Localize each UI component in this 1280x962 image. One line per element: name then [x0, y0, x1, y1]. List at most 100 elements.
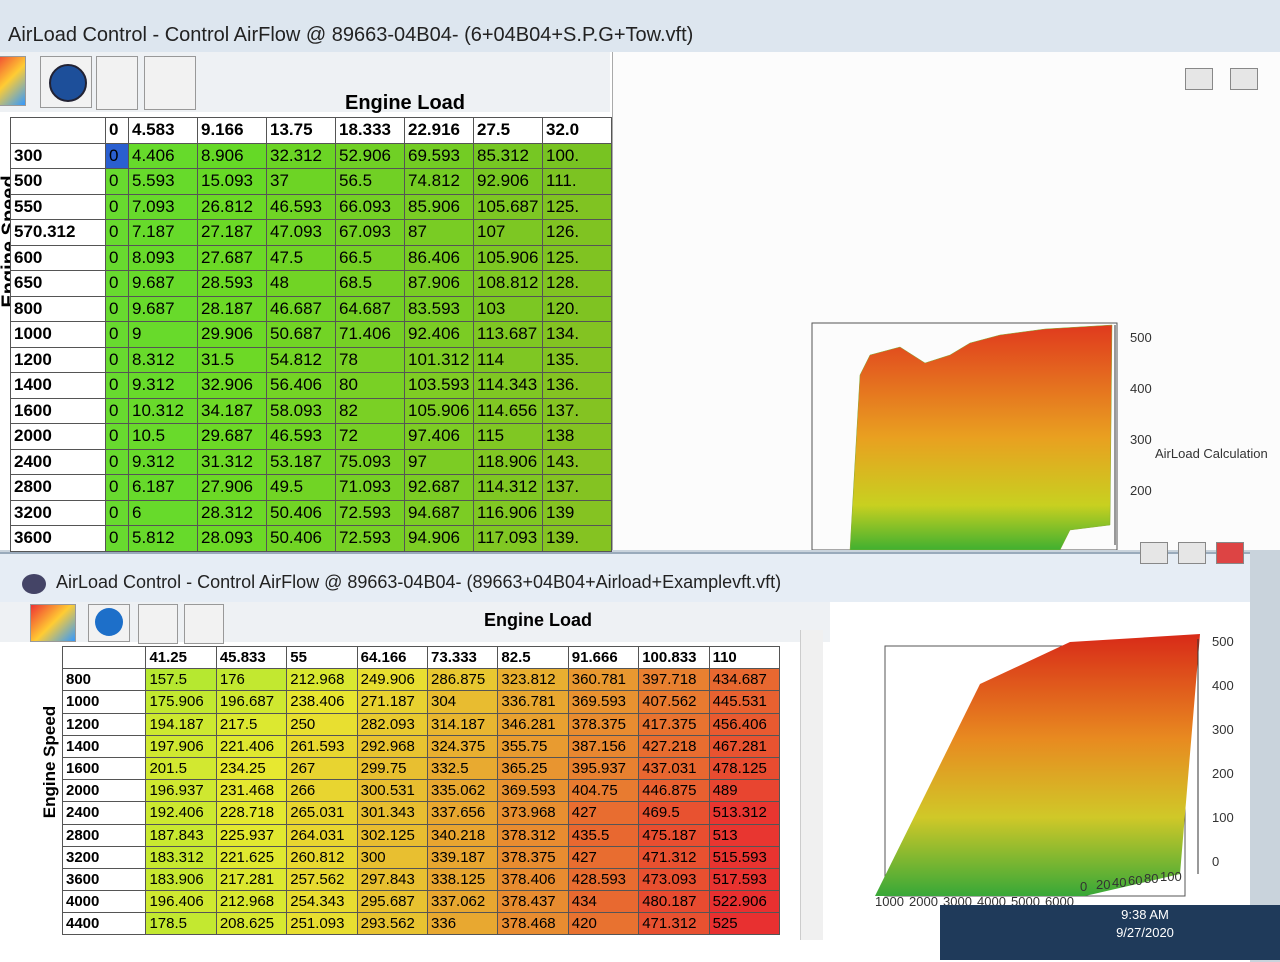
data-cell[interactable]: 336	[427, 912, 499, 936]
data-cell[interactable]: 71.406	[335, 321, 405, 348]
data-cell[interactable]: 32.906	[197, 372, 267, 399]
data-cell[interactable]: 126.	[542, 219, 612, 246]
data-cell[interactable]: 72.593	[335, 499, 405, 526]
data-cell[interactable]: 257.562	[286, 867, 358, 892]
data-cell[interactable]: 300.531	[356, 779, 429, 803]
data-cell[interactable]: 15.093	[197, 168, 267, 195]
data-cell[interactable]: 105.906	[404, 397, 474, 424]
data-cell[interactable]: 480.187	[638, 890, 710, 914]
data-cell[interactable]: 28.312	[197, 499, 267, 526]
data-cell[interactable]: 139.	[542, 525, 612, 552]
data-cell[interactable]: 234.25	[215, 756, 288, 781]
data-cell[interactable]: 100.	[542, 142, 612, 169]
data-cell[interactable]: 471.312	[638, 912, 710, 936]
data-cell[interactable]: 111.	[542, 168, 612, 195]
data-cell[interactable]: 445.531	[708, 690, 781, 714]
data-cell[interactable]: 85.312	[473, 142, 543, 169]
data-cell[interactable]: 9	[128, 321, 198, 348]
data-cell[interactable]: 249.906	[356, 668, 429, 692]
data-cell[interactable]: 264.031	[286, 823, 358, 847]
data-cell[interactable]: 0	[105, 397, 129, 424]
data-cell[interactable]: 456.406	[708, 712, 781, 736]
data-cell[interactable]: 340.218	[427, 823, 499, 847]
data-cell[interactable]: 27.906	[197, 474, 267, 501]
data-cell[interactable]: 0	[105, 193, 129, 220]
data-cell[interactable]: 26.812	[197, 193, 267, 220]
data-cell[interactable]: 107	[473, 219, 543, 246]
data-cell[interactable]: 192.406	[145, 801, 217, 825]
data-cell[interactable]: 9.312	[128, 448, 198, 475]
data-cell[interactable]: 217.281	[215, 867, 288, 892]
info-button[interactable]	[88, 604, 130, 642]
data-cell[interactable]: 355.75	[497, 734, 569, 758]
data-cell[interactable]: 31.5	[197, 346, 267, 373]
data-cell[interactable]: 113.687	[473, 321, 543, 348]
data-cell[interactable]: 94.687	[404, 499, 474, 526]
data-cell[interactable]: 32.312	[266, 142, 336, 169]
data-cell[interactable]: 302.125	[356, 823, 429, 847]
data-cell[interactable]: 8.312	[128, 346, 198, 373]
data-cell[interactable]: 4.406	[128, 142, 198, 169]
data-cell[interactable]: 29.687	[197, 423, 267, 450]
data-cell[interactable]: 197.906	[145, 734, 217, 758]
data-cell[interactable]: 10.312	[128, 397, 198, 424]
data-cell[interactable]: 5.812	[128, 525, 198, 552]
data-cell[interactable]: 221.406	[215, 734, 288, 758]
data-cell[interactable]: 0	[105, 346, 129, 373]
data-cell[interactable]: 196.937	[145, 779, 217, 803]
data-cell[interactable]: 293.562	[356, 912, 429, 936]
data-cell[interactable]: 27.687	[197, 244, 267, 271]
data-cell[interactable]: 120.	[542, 295, 612, 322]
data-cell[interactable]: 68.5	[335, 270, 405, 297]
data-cell[interactable]: 114.656	[473, 397, 543, 424]
data-cell[interactable]: 489	[708, 779, 781, 803]
data-cell[interactable]: 339.187	[427, 845, 499, 869]
minimize-button[interactable]	[1185, 68, 1213, 90]
data-cell[interactable]: 135.	[542, 346, 612, 373]
data-cell[interactable]: 83.593	[404, 295, 474, 322]
data-cell[interactable]: 6	[128, 499, 198, 526]
data-cell[interactable]: 7.187	[128, 219, 198, 246]
data-cell[interactable]: 49.5	[266, 474, 336, 501]
data-cell[interactable]: 97.406	[404, 423, 474, 450]
data-cell[interactable]: 0	[105, 321, 129, 348]
data-cell[interactable]: 69.593	[404, 142, 474, 169]
data-cell[interactable]: 323.812	[497, 668, 569, 692]
data-cell[interactable]: 471.312	[638, 845, 710, 869]
data-cell[interactable]: 299.75	[356, 756, 429, 781]
data-cell[interactable]: 117.093	[473, 525, 543, 552]
data-cell[interactable]: 94.906	[404, 525, 474, 552]
data-cell[interactable]: 196.687	[215, 690, 288, 714]
data-cell[interactable]: 254.343	[286, 890, 358, 914]
data-cell[interactable]: 105.687	[473, 193, 543, 220]
data-cell[interactable]: 9.312	[128, 372, 198, 399]
minimize-button[interactable]	[1140, 542, 1168, 564]
page-button[interactable]	[138, 604, 178, 644]
data-cell[interactable]: 28.093	[197, 525, 267, 552]
data-cell[interactable]: 92.906	[473, 168, 543, 195]
data-cell[interactable]: 0	[105, 244, 129, 271]
data-cell[interactable]: 378.312	[497, 823, 569, 847]
page-button[interactable]	[144, 56, 196, 110]
data-cell[interactable]: 428.593	[567, 867, 640, 892]
data-cell[interactable]: 66.5	[335, 244, 405, 271]
data-cell[interactable]: 27.187	[197, 219, 267, 246]
data-cell[interactable]: 469.5	[638, 801, 710, 825]
info-button[interactable]	[40, 56, 92, 108]
data-cell[interactable]: 267	[286, 756, 358, 781]
data-cell[interactable]: 157.5	[145, 668, 217, 692]
data-cell[interactable]: 513	[708, 823, 781, 847]
data-cell[interactable]: 337.062	[427, 890, 499, 914]
data-cell[interactable]: 118.906	[473, 448, 543, 475]
data-cell[interactable]: 137.	[542, 474, 612, 501]
data-cell[interactable]: 82	[335, 397, 405, 424]
data-cell[interactable]: 265.031	[286, 801, 358, 825]
page-button[interactable]	[184, 604, 224, 644]
data-cell[interactable]: 29.906	[197, 321, 267, 348]
data-cell[interactable]: 314.187	[427, 712, 499, 736]
data-cell[interactable]: 0	[105, 219, 129, 246]
data-cell[interactable]: 0	[105, 270, 129, 297]
data-cell[interactable]: 266	[286, 779, 358, 803]
data-cell[interactable]: 221.625	[215, 845, 288, 869]
close-button[interactable]	[1216, 542, 1244, 564]
